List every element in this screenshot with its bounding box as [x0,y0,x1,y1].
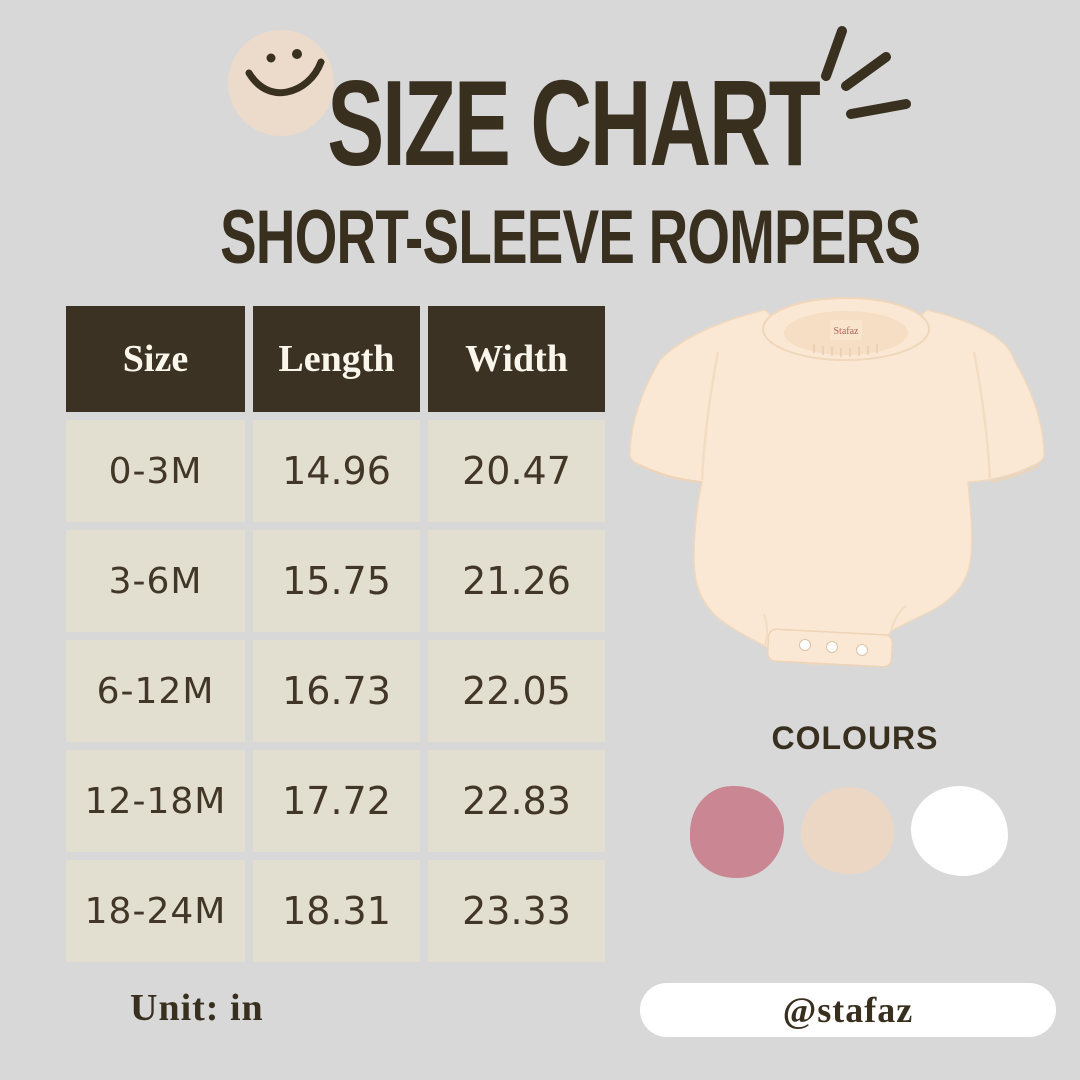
snap-button [799,639,811,651]
romper-product-image: Stafaz [629,297,1045,668]
column-header-length: Length [253,306,420,412]
colours-heading: COLOURS [771,719,939,757]
width-cell: 23.33 [428,860,605,962]
colour-swatch-dusty-pink [690,786,784,878]
size-cell: 12-18M [66,750,245,852]
size-table: Size Length Width 0-3M 14.96 20.47 3-6M … [66,306,605,962]
length-cell: 17.72 [253,750,420,852]
smiley-face-icon [228,30,334,136]
neck-label-text: Stafaz [834,326,860,337]
width-cell: 22.05 [428,640,605,742]
length-cell: 15.75 [253,530,420,632]
snap-button [856,644,868,656]
size-cell: 18-24M [66,860,245,962]
length-cell: 14.96 [253,420,420,522]
page-subtitle-text: SHORT-SLEEVE ROMPERS [219,195,921,280]
snap-button [826,641,838,653]
width-cell: 20.47 [428,420,605,522]
column-header-width: Width [428,306,605,412]
length-cell: 18.31 [253,860,420,962]
colour-swatch-cream [801,787,894,874]
brand-handle-text: @stafaz [782,990,914,1030]
page-subtitle: SHORT-SLEEVE ROMPERS [0,200,1080,276]
size-cell: 6-12M [66,640,245,742]
colour-swatch-white [911,786,1008,876]
neck-label [830,320,862,340]
width-cell: 22.83 [428,750,605,852]
sparkle-dashes-icon [821,26,911,119]
column-header-size: Size [66,306,245,412]
brand-handle-badge: @stafaz [640,983,1056,1037]
romper-silhouette [629,309,1045,665]
page-title-text: SIZE CHART [327,55,820,191]
width-cell: 21.26 [428,530,605,632]
length-cell: 16.73 [253,640,420,742]
size-cell: 3-6M [66,530,245,632]
size-cell: 0-3M [66,420,245,522]
unit-note: Unit: in [130,987,264,1029]
